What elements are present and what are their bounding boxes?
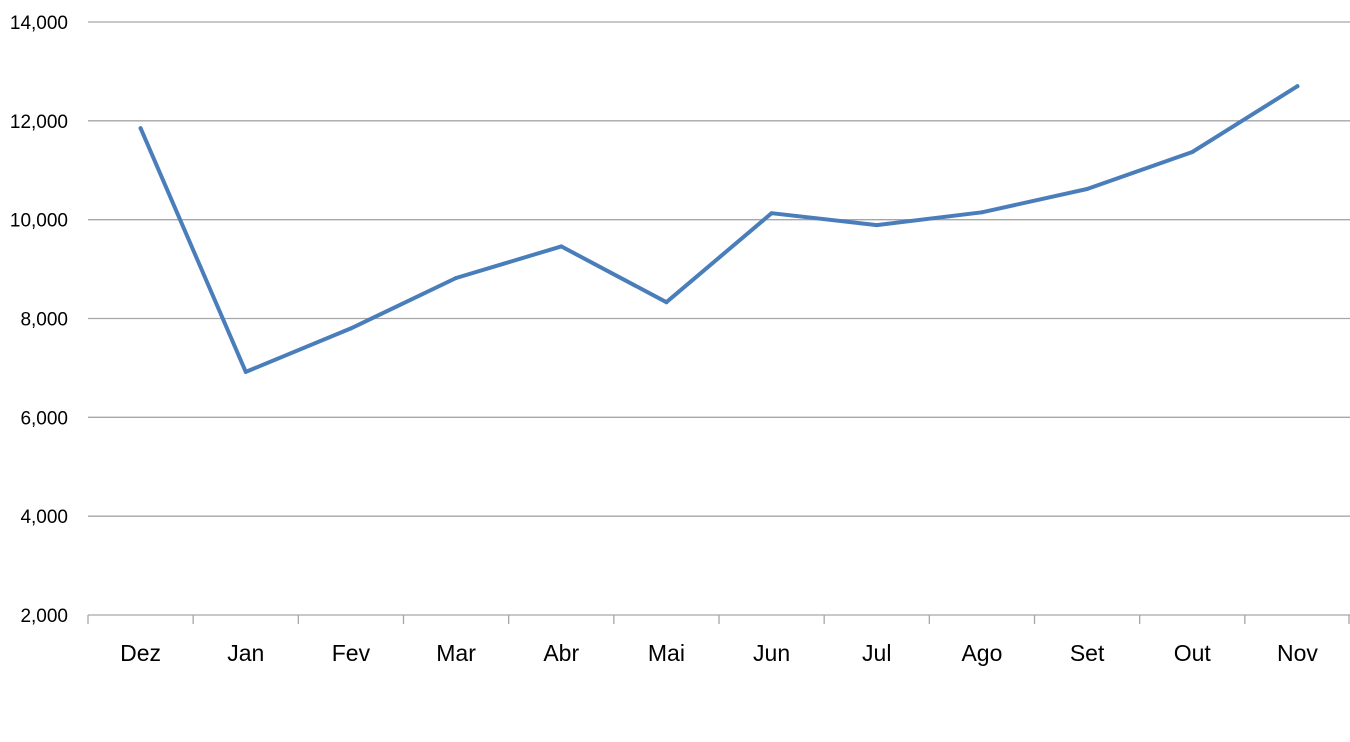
x-axis	[87, 614, 1350, 624]
y-tick-label: 4,000	[20, 507, 68, 528]
series-layer	[138, 84, 1300, 374]
x-tick-label: Jun	[753, 640, 790, 666]
data-point	[979, 210, 984, 215]
data-point	[243, 369, 248, 374]
x-tick-label: Mar	[436, 640, 476, 666]
y-tick-label: 10,000	[10, 211, 68, 232]
x-tick-label: Fev	[332, 640, 371, 666]
data-point	[769, 211, 774, 216]
gridlines	[88, 21, 1350, 517]
x-tick-label: Jul	[862, 640, 891, 666]
x-tick-label: Dez	[120, 640, 161, 666]
data-point	[1295, 84, 1300, 89]
x-tick-label: Nov	[1277, 640, 1318, 666]
x-tick-label: Jan	[227, 640, 264, 666]
y-tick-label: 6,000	[20, 408, 68, 429]
data-point	[454, 275, 459, 280]
data-point	[1190, 149, 1195, 154]
data-point	[664, 300, 669, 305]
data-point	[138, 126, 143, 131]
x-tick-label: Ago	[961, 640, 1002, 666]
x-tick-label: Set	[1070, 640, 1105, 666]
x-axis-tick-labels: Dez Jan Fev Mar Abr Mai Jun Jul Ago Set Out Nov	[120, 640, 1318, 666]
x-tick-label: Abr	[543, 640, 579, 666]
y-axis-tick-labels: 2,000 4,000 6,000 8,000 10,000 12,000 14,000	[10, 13, 68, 627]
data-point	[559, 244, 564, 249]
data-point	[348, 326, 353, 331]
y-tick-label: 14,000	[10, 13, 68, 34]
y-tick-label: 2,000	[20, 606, 68, 627]
data-point	[1085, 187, 1090, 192]
y-tick-label: 12,000	[10, 112, 68, 133]
data-point	[874, 223, 879, 228]
x-tick-label: Out	[1174, 640, 1212, 666]
y-tick-label: 8,000	[20, 310, 68, 331]
series-line	[138, 84, 1300, 374]
x-tick-label: Mai	[648, 640, 685, 666]
